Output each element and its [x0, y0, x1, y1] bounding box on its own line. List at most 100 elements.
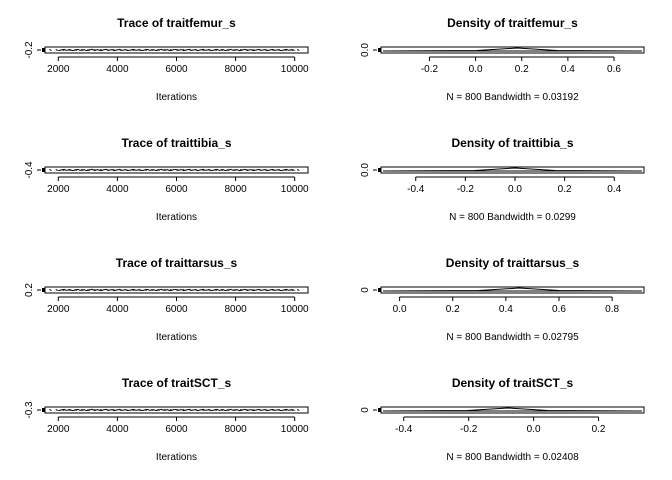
trace-segment: [138, 288, 141, 292]
y-tick-label: 0: [360, 287, 371, 293]
rug-mark: [378, 48, 381, 52]
trace-segment: [284, 168, 287, 172]
trace-segment: [74, 288, 78, 292]
trace-segment: [74, 168, 78, 172]
x-tick-label: 10000: [281, 304, 309, 315]
trace-segment: [106, 168, 109, 172]
trace-segment: [239, 48, 243, 52]
x-tick-label: -0.2: [457, 184, 475, 195]
x-tick-label: 4000: [106, 424, 129, 435]
trace-segment: [119, 48, 122, 52]
trace-segment: [296, 288, 300, 292]
y-axis: -0.2: [24, 41, 41, 59]
x-tick-label: -0.2: [421, 64, 439, 75]
trace-segment: [163, 408, 167, 412]
trace-segment: [138, 168, 141, 172]
trace-segment: [176, 48, 179, 52]
x-tick-label: 0.2: [446, 304, 460, 315]
trace-segment: [49, 48, 52, 52]
trace-segment: [49, 168, 52, 172]
trace-segment: [125, 408, 128, 412]
x-axis: 2000 4000 6000 8000 10000: [47, 176, 309, 195]
x-axis-label: N = 800 Bandwidth = 0.0299: [449, 212, 576, 223]
trace-segment: [246, 168, 249, 172]
x-axis-label: Iterations: [156, 332, 197, 343]
trace-segment: [258, 168, 262, 172]
density-of-traittarsus-s-panel: Density of traittarsus_s 0.0 0.2 0.4 0.6 0.8 N…: [360, 256, 645, 343]
x-tick-label: 4000: [106, 184, 129, 195]
trace-segment: [195, 408, 198, 412]
trace-segment: [227, 288, 230, 292]
x-tick-label: 8000: [224, 184, 247, 195]
trace-segment: [233, 48, 236, 52]
trace-segment: [112, 168, 116, 172]
trace-segment: [87, 48, 90, 52]
trace-segment: [208, 48, 211, 52]
trace-segment: [182, 288, 186, 292]
x-tick-label: 2000: [47, 424, 70, 435]
trace-segment: [214, 288, 217, 292]
y-axis: 0.2: [24, 283, 41, 297]
trace-segment: [68, 288, 71, 292]
trace-segment: [131, 48, 135, 52]
x-axis-label: N = 800 Bandwidth = 0.02795: [446, 332, 579, 343]
rug-mark: [378, 288, 381, 292]
trace-of-traittibia-s-panel: Trace of traittibia_s 2000 4000 6000 8000 100…: [24, 136, 309, 223]
x-axis-label: Iterations: [156, 452, 197, 463]
x-tick-label: -0.4: [395, 424, 413, 435]
trace-segment: [214, 168, 217, 172]
y-tick-label: -0.4: [24, 161, 35, 179]
trace-segment: [246, 408, 249, 412]
trace-segment: [195, 48, 198, 52]
trace-segment: [150, 288, 154, 292]
trace-segment: [252, 408, 255, 412]
x-tick-label: 6000: [165, 184, 188, 195]
trace-segment: [284, 288, 287, 292]
trace-segment: [246, 288, 249, 292]
trace-segment: [176, 288, 179, 292]
y-axis: 0: [360, 407, 377, 413]
trace-segment: [271, 168, 275, 172]
y-tick-label: 0: [360, 407, 371, 413]
x-tick-label: 4000: [106, 304, 129, 315]
trace-segment: [246, 48, 249, 52]
x-tick-label: -0.2: [460, 424, 478, 435]
trace-segment: [239, 288, 243, 292]
trace-segment: [87, 288, 90, 292]
trace-segment: [284, 48, 287, 52]
trace-segment: [150, 168, 154, 172]
trace-segment: [214, 48, 217, 52]
trace-segment: [163, 288, 167, 292]
trace-segment: [265, 168, 268, 172]
x-axis: 0.0 0.2 0.4 0.6 0.8: [393, 296, 620, 315]
trace-segment: [188, 48, 192, 52]
trace-segment: [195, 288, 198, 292]
trace-segment: [61, 408, 65, 412]
trace-segment: [49, 288, 52, 292]
trace-segment: [201, 48, 205, 52]
trace-segment: [138, 48, 141, 52]
x-axis: -0.4 -0.2 0.0 0.2 0.4: [407, 176, 622, 195]
density-of-traitfemur-s-panel: Density of traitfemur_s -0.2 0.0 0.2 0.4 0.6 N…: [360, 16, 645, 103]
y-tick-label: 0.0: [360, 43, 371, 57]
trace-segment: [258, 48, 262, 52]
trace-segment: [220, 48, 224, 52]
trace-segment: [208, 288, 211, 292]
x-axis-label: N = 800 Bandwidth = 0.03192: [446, 92, 579, 103]
panels: Trace of traitfemur_s 2000 4000 6000 8000 100…: [24, 16, 645, 463]
trace-segment: [74, 408, 78, 412]
trace-segment: [144, 48, 147, 52]
trace-segment: [296, 168, 300, 172]
trace-segment: [150, 48, 154, 52]
trace-segment: [112, 408, 116, 412]
trace-segment: [112, 48, 116, 52]
x-tick-label: 6000: [165, 304, 188, 315]
density-of-traitsct-s-panel: Density of traitSCT_s -0.4 -0.2 0.0 0.2 N = 8…: [360, 376, 645, 463]
trace-segment: [87, 168, 90, 172]
trace-segment: [195, 168, 198, 172]
trace-segment: [68, 408, 71, 412]
trace-segment: [100, 408, 103, 412]
x-tick-label: 0.0: [393, 304, 407, 315]
trace-segment: [188, 168, 192, 172]
